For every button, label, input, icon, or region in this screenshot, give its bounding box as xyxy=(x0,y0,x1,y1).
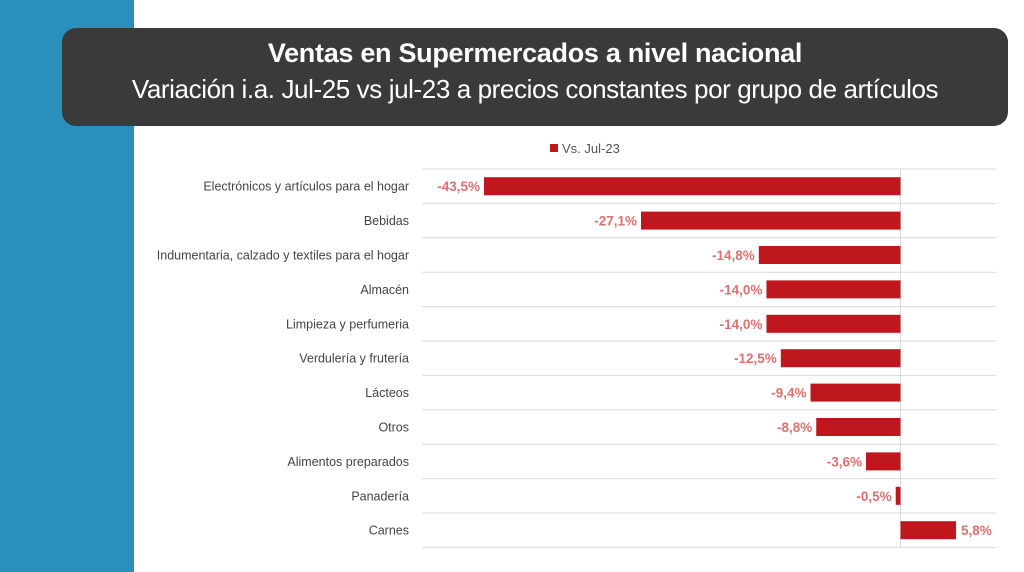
category-label: Indumentaria, calzado y textiles para el… xyxy=(157,249,409,263)
legend-label: Vs. Jul-23 xyxy=(562,141,620,156)
bar xyxy=(641,211,901,230)
category-label: Almacén xyxy=(360,283,409,297)
data-label: -14,0% xyxy=(720,282,763,297)
category-label: Bebidas xyxy=(364,214,409,228)
bar xyxy=(758,246,901,264)
bar xyxy=(810,383,901,402)
bar xyxy=(780,349,901,368)
data-label: -0,5% xyxy=(856,489,891,504)
category-label: Carnes xyxy=(369,524,409,538)
data-label: -14,8% xyxy=(712,248,755,263)
category-label: Verdulería y frutería xyxy=(299,352,409,366)
data-label: -14,0% xyxy=(720,317,763,332)
bar xyxy=(766,314,901,333)
title-banner: Ventas en Supermercados a nivel nacional… xyxy=(62,28,1008,126)
legend-swatch xyxy=(550,144,558,152)
chart-subtitle: Variación i.a. Jul-25 vs jul-23 a precio… xyxy=(131,74,939,104)
bar xyxy=(900,521,957,540)
data-label: -27,1% xyxy=(594,214,637,229)
bar xyxy=(895,486,901,505)
data-label: 5,8% xyxy=(961,523,992,538)
category-label: Limpieza y perfumeria xyxy=(286,317,409,331)
category-label: Alimentos preparados xyxy=(287,455,409,469)
category-label: Panadería xyxy=(351,489,409,503)
data-label: -9,4% xyxy=(771,386,806,401)
category-label: Lácteos xyxy=(365,386,409,400)
bar xyxy=(766,280,901,299)
bar xyxy=(866,452,901,471)
bar xyxy=(816,418,901,436)
data-label: -12,5% xyxy=(734,351,777,366)
bar xyxy=(484,177,901,196)
data-label: -43,5% xyxy=(437,179,480,194)
category-label: Electrónicos y artículos para el hogar xyxy=(203,180,409,194)
chart-title: Ventas en Supermercados a nivel nacional xyxy=(267,38,803,68)
data-label: -3,6% xyxy=(827,454,862,469)
category-label: Otros xyxy=(378,421,409,435)
data-label: -8,8% xyxy=(777,420,812,435)
